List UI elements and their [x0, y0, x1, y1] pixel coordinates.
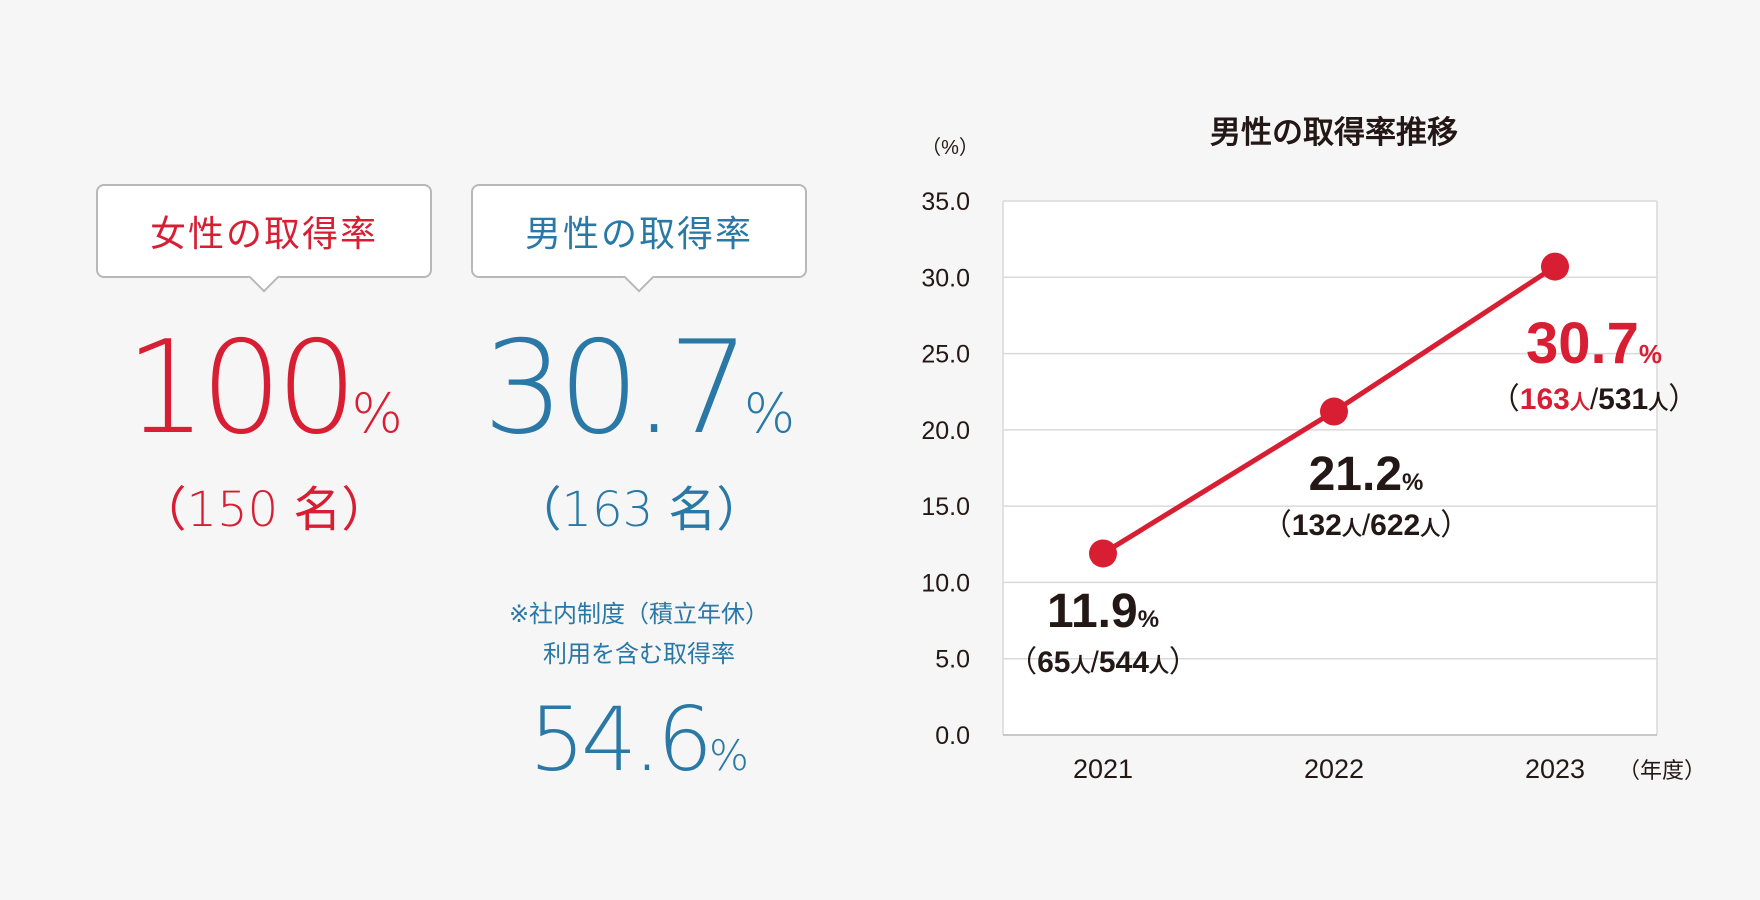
- data-label-close: ）: [1440, 509, 1470, 542]
- data-label-denominator: 544: [1099, 646, 1149, 679]
- data-label-open: （: [1007, 646, 1037, 679]
- y-tick-label: 15.0: [921, 493, 970, 521]
- data-label-separator: /: [1590, 383, 1599, 416]
- data-label-value: 11.9%: [1047, 585, 1159, 638]
- y-tick-label: 35.0: [921, 188, 970, 216]
- data-label-denominator-unit: 人: [1648, 391, 1669, 414]
- plot-area: [1003, 201, 1657, 735]
- data-label-numerator: 163: [1520, 383, 1570, 416]
- data-label-breakdown: （132人/622人）: [1262, 509, 1470, 542]
- data-label-open: （: [1490, 383, 1520, 416]
- y-tick-label: 25.0: [921, 341, 970, 369]
- data-label-denominator: 622: [1370, 509, 1420, 542]
- y-tick-label: 30.0: [921, 264, 970, 292]
- data-label-value: 21.2%: [1309, 448, 1424, 501]
- data-label-unit: %: [1138, 606, 1159, 633]
- data-point: [1089, 539, 1117, 568]
- data-label-separator: /: [1090, 646, 1099, 679]
- x-tick-label: 2021: [1073, 754, 1133, 784]
- data-label-close: ）: [1668, 383, 1698, 416]
- male-count: （163 名）: [513, 482, 765, 538]
- data-label-breakdown: （65人/544人）: [1007, 646, 1199, 679]
- data-label-denominator-unit: 人: [1420, 517, 1441, 540]
- chart-title: 男性の取得率推移: [1210, 115, 1458, 150]
- data-label-value: 30.7%: [1526, 311, 1662, 376]
- data-label-numerator-unit: 人: [1342, 517, 1363, 540]
- data-label-numerator: 132: [1292, 509, 1342, 542]
- data-label-separator: /: [1362, 509, 1371, 542]
- data-label-number: 30.7: [1526, 311, 1639, 376]
- data-label-numerator-unit: 人: [1570, 391, 1591, 414]
- data-label-close: ）: [1169, 646, 1199, 679]
- note-line-1: ※社内制度（積立年休）: [508, 600, 770, 628]
- female-rate-value: 100%: [96, 325, 432, 453]
- data-label-denominator-unit: 人: [1149, 654, 1170, 677]
- female-count: （150 名）: [138, 482, 390, 538]
- data-label-numerator-unit: 人: [1070, 654, 1091, 677]
- internal-system-note: ※社内制度（積立年休） 利用を含む取得率: [471, 594, 807, 674]
- x-tick-label: 2022: [1304, 754, 1364, 784]
- x-tick-label: 2023: [1525, 754, 1585, 784]
- data-label-numerator: 65: [1037, 646, 1070, 679]
- male-rate-unit: %: [743, 382, 796, 445]
- note-line-2: 利用を含む取得率: [543, 640, 735, 668]
- male-rate-label: 男性の取得率: [471, 184, 807, 278]
- female-rate-label: 女性の取得率: [96, 184, 432, 278]
- internal-system-rate-unit: %: [709, 731, 749, 780]
- data-point: [1541, 252, 1569, 281]
- female-rate-number: 100: [125, 314, 357, 463]
- y-tick-label: 10.0: [921, 569, 970, 597]
- y-tick-label: 0.0: [935, 722, 970, 750]
- data-label-unit: %: [1402, 469, 1423, 496]
- y-tick-label: 5.0: [935, 646, 970, 674]
- internal-system-rate-number: 54.6: [529, 688, 713, 791]
- y-axis-unit: （%）: [921, 136, 979, 159]
- data-label-denominator: 531: [1598, 383, 1648, 416]
- data-label-unit: %: [1639, 339, 1662, 369]
- data-label-number: 21.2: [1309, 448, 1402, 501]
- female-rate-unit: %: [351, 382, 403, 445]
- data-label-open: （: [1262, 509, 1292, 542]
- male-rate-value: 30.7%: [471, 325, 807, 453]
- male-rate-number: 30.7: [482, 314, 750, 463]
- data-label-number: 11.9: [1047, 585, 1138, 638]
- data-point: [1320, 397, 1348, 426]
- internal-system-rate: 54.6%: [471, 696, 807, 784]
- y-tick-label: 20.0: [921, 417, 970, 445]
- data-label-breakdown: （163人/531人）: [1490, 383, 1698, 416]
- x-axis-unit: （年度）: [1618, 758, 1706, 783]
